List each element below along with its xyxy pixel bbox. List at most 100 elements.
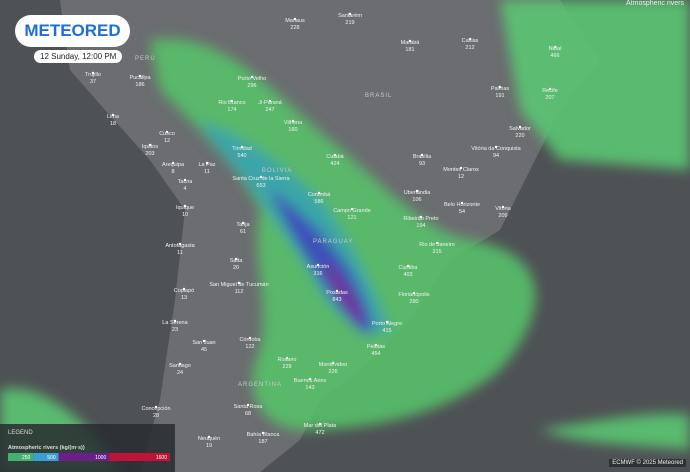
city-dot bbox=[237, 281, 241, 285]
city-name: Santa Rosa bbox=[234, 404, 264, 410]
city-name: Rio Branco bbox=[218, 100, 245, 106]
city-dot bbox=[518, 125, 522, 129]
city-name: Cusco bbox=[159, 131, 175, 137]
city-name: San Miguel de Tucumán bbox=[209, 282, 268, 288]
city-dot bbox=[154, 405, 158, 409]
city-value: 843 bbox=[332, 297, 341, 303]
city-dot bbox=[308, 377, 312, 381]
city-value: 37 bbox=[90, 79, 96, 85]
city-dot bbox=[553, 45, 557, 49]
city-value: 181 bbox=[405, 47, 414, 53]
city-name: Porto Alegre bbox=[372, 321, 402, 327]
city-dot bbox=[259, 175, 263, 179]
city-dot bbox=[415, 189, 419, 193]
logo[interactable]: METEORED bbox=[15, 15, 130, 47]
city-name: Pelotas bbox=[367, 344, 386, 350]
city-dot bbox=[202, 339, 206, 343]
city-name: Lima bbox=[107, 114, 120, 120]
city-name: Concepción bbox=[141, 406, 170, 412]
city-name: San Juan bbox=[192, 340, 215, 346]
city-dot bbox=[468, 37, 472, 41]
legend-tick: 250 bbox=[22, 455, 31, 461]
city-name: Marabá bbox=[401, 40, 421, 46]
city-value: 160 bbox=[288, 127, 297, 133]
city-value: 219 bbox=[345, 20, 354, 26]
city-value: 18 bbox=[110, 121, 116, 127]
city-name: Palmas bbox=[491, 86, 510, 92]
city-name: Florianópolis bbox=[398, 292, 429, 298]
city-value: 186 bbox=[135, 82, 144, 88]
city-dot bbox=[240, 145, 244, 149]
city-name: Vitória bbox=[495, 206, 511, 212]
city-dot bbox=[148, 143, 152, 147]
legend-tick: 1000 bbox=[95, 455, 106, 461]
city-name: Caxias bbox=[462, 38, 479, 44]
city-dot bbox=[460, 201, 464, 205]
city-name: Belo Horizonte bbox=[444, 202, 480, 208]
city-dot bbox=[350, 207, 354, 211]
legend-box bbox=[0, 424, 175, 472]
city-dot bbox=[291, 119, 295, 123]
city-value: 10 bbox=[182, 212, 188, 218]
city-dot bbox=[331, 361, 335, 365]
legend-color bbox=[33, 453, 59, 461]
city-name: La Paz bbox=[198, 162, 215, 168]
country-label: PERÚ bbox=[135, 55, 156, 62]
city-value: 194 bbox=[416, 223, 425, 229]
city-name: Montevideo bbox=[319, 362, 347, 368]
city-name: Buenos Aires bbox=[294, 378, 327, 384]
city-name: Bahía Blanca bbox=[247, 432, 281, 438]
city-value: 24 bbox=[177, 370, 183, 376]
city-dot bbox=[318, 422, 322, 426]
city-dot bbox=[234, 257, 238, 261]
city-dot bbox=[183, 204, 187, 208]
country-label: ARGENTINA bbox=[238, 382, 282, 388]
country-label: PARAGUAY bbox=[313, 239, 353, 245]
city-value: 20 bbox=[233, 265, 239, 271]
city-name: Porto Velho bbox=[238, 76, 266, 82]
city-value: 247 bbox=[265, 107, 274, 113]
city-name: Iquitos bbox=[142, 144, 158, 150]
city-name: Rio de Janeiro bbox=[419, 242, 454, 248]
city-value: 4 bbox=[183, 186, 186, 192]
city-value: 11 bbox=[204, 169, 210, 175]
city-dot bbox=[498, 85, 502, 89]
city-dot bbox=[385, 320, 389, 324]
city-dot bbox=[268, 99, 272, 103]
legend-tick: 1600 bbox=[156, 455, 167, 461]
city-dot bbox=[91, 71, 95, 75]
city-name: Corumbá bbox=[308, 192, 332, 198]
city-dot bbox=[173, 319, 177, 323]
city-value: 61 bbox=[240, 229, 246, 235]
country-label: BRASIL bbox=[365, 93, 392, 99]
city-value: 212 bbox=[465, 45, 474, 51]
layer-label[interactable]: Atmospheric rivers bbox=[626, 0, 684, 7]
city-value: 94 bbox=[493, 153, 499, 159]
city-name: Cuiabá bbox=[326, 154, 344, 160]
city-name: Antofagasta bbox=[165, 243, 195, 249]
city-value: 13 bbox=[181, 295, 187, 301]
city-dot bbox=[406, 264, 410, 268]
legend-color bbox=[109, 453, 170, 461]
city-dot bbox=[111, 113, 115, 117]
city-value: 466 bbox=[550, 53, 559, 59]
city-name: Arequipa bbox=[162, 162, 185, 168]
city-dot bbox=[165, 130, 169, 134]
city-value: 68 bbox=[245, 411, 251, 417]
city-name: Vitória da Conquista bbox=[471, 146, 521, 152]
timestamp[interactable]: 12 Sunday, 12:00 PM bbox=[34, 50, 123, 63]
city-value: 187 bbox=[258, 439, 267, 445]
city-value: 316 bbox=[313, 271, 322, 277]
city-dot bbox=[548, 87, 552, 91]
city-dot bbox=[420, 153, 424, 157]
city-dot bbox=[348, 12, 352, 16]
city-dot bbox=[246, 403, 250, 407]
city-value: 586 bbox=[314, 199, 323, 205]
city-name: Salvador bbox=[509, 126, 531, 132]
legend-title: Atmospheric rivers (kg/(m·s)) bbox=[8, 445, 85, 451]
city-dot bbox=[230, 99, 234, 103]
city-value: 424 bbox=[330, 161, 339, 167]
city-dot bbox=[207, 435, 211, 439]
city-value: 19 bbox=[206, 443, 212, 449]
